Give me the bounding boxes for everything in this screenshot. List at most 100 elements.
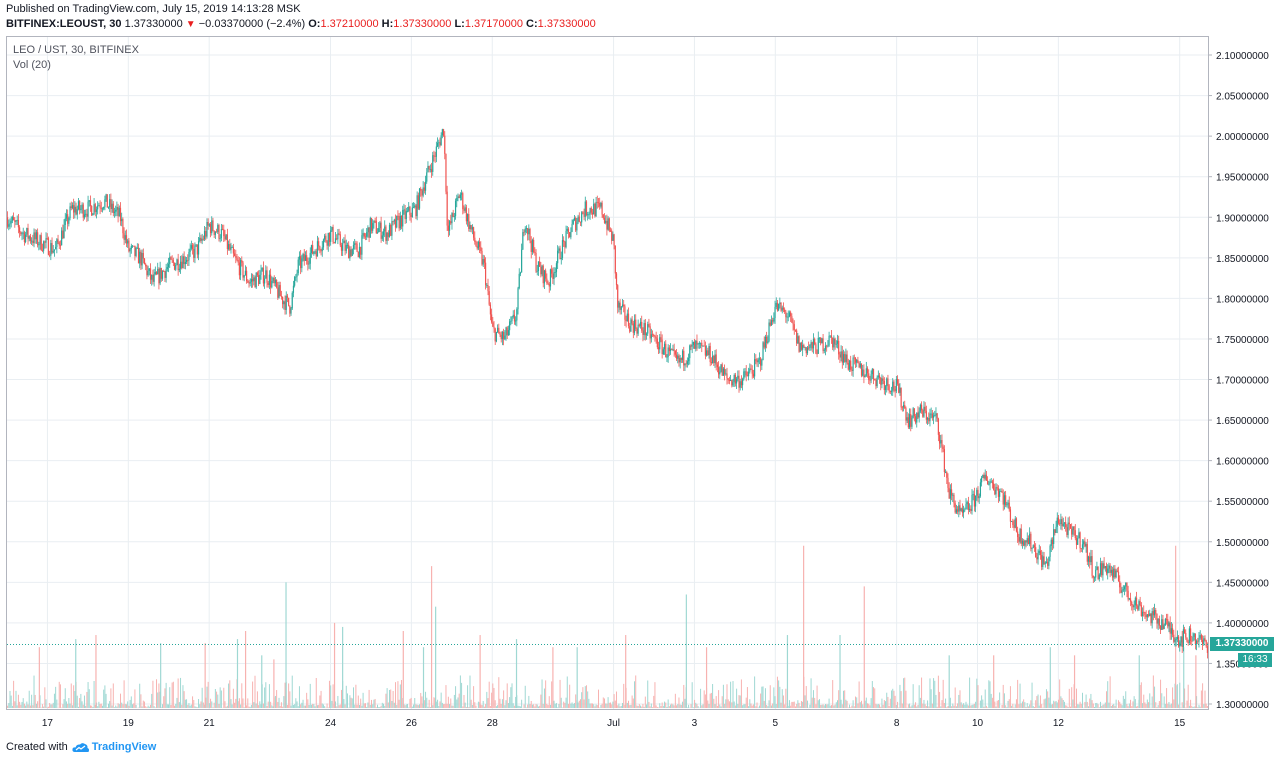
pair-legend[interactable]: LEO / UST, 30, BITFINEX [13, 44, 139, 56]
candle-body [794, 329, 797, 331]
candle-body [392, 221, 394, 223]
candle-body [304, 255, 307, 261]
candle-body [714, 354, 716, 363]
candle-body [75, 206, 77, 215]
candle-body [482, 259, 484, 265]
candle-body [370, 218, 373, 231]
candle-body [166, 267, 168, 270]
candle-body [791, 316, 793, 323]
candle-body [1087, 556, 1090, 562]
candle-body [944, 472, 947, 473]
candle-body [1021, 540, 1024, 544]
candle-body [286, 295, 289, 298]
candle-body [294, 277, 296, 286]
candle-body [1072, 526, 1074, 535]
candle-body [394, 219, 397, 228]
candle-body [578, 216, 580, 222]
candle-body [465, 207, 467, 222]
candle-body [871, 368, 873, 375]
candle-body [233, 253, 236, 257]
candle-body [398, 216, 400, 229]
candle-body [261, 267, 263, 271]
candle-body [999, 491, 1001, 497]
volume-legend[interactable]: Vol (20) [13, 59, 51, 71]
candle-body [146, 266, 148, 276]
candle-body [474, 237, 476, 242]
candle-body [1095, 569, 1097, 578]
candle-body [95, 209, 98, 212]
candle-body [64, 218, 66, 225]
candle-body [451, 213, 453, 224]
candle-body [590, 208, 592, 213]
candle-body [910, 414, 912, 427]
candle-body [962, 509, 965, 513]
candle-body [241, 260, 243, 263]
candle-body [209, 224, 212, 234]
candle-body [659, 337, 661, 350]
candle-body [468, 214, 470, 229]
candle-body [472, 227, 475, 238]
candle-body [480, 246, 482, 251]
candle-body [139, 251, 141, 264]
candle-body [236, 257, 238, 260]
candle-body [452, 213, 454, 217]
tradingview-logo[interactable]: TradingView [72, 741, 156, 753]
candle-body [936, 413, 938, 419]
candle-body [914, 416, 917, 423]
candle-body [326, 241, 328, 246]
candle-body [991, 481, 994, 484]
candle-body [697, 343, 699, 345]
candle-body [847, 362, 849, 370]
candle-body [701, 342, 703, 346]
candle-body [298, 256, 301, 260]
candle-body [252, 279, 254, 282]
candle-body [711, 355, 714, 364]
candle-body [249, 281, 251, 284]
x-tick-label: Jul [607, 718, 620, 729]
candle-body [344, 240, 346, 251]
candle-body [1020, 528, 1022, 544]
candle-body [808, 347, 810, 349]
candle-body [105, 194, 107, 200]
candle-body [745, 371, 747, 376]
candle-body [973, 494, 976, 507]
candle-body [312, 245, 314, 254]
candle-body [127, 240, 129, 244]
candle-body [59, 245, 62, 247]
candle-body [896, 379, 899, 384]
candle-body [319, 246, 321, 251]
candle-body [866, 368, 869, 374]
candle-body [201, 238, 203, 241]
candle-body [264, 278, 266, 284]
chart-frame[interactable] [6, 36, 1209, 710]
candle-body [548, 283, 550, 287]
candle-body [1179, 642, 1181, 647]
candle-body [224, 236, 226, 240]
candle-body [811, 342, 813, 349]
candle-body [155, 272, 158, 275]
candle-body [854, 357, 857, 363]
candle-body [159, 267, 161, 284]
candle-body [1165, 618, 1168, 620]
candle-body [772, 320, 774, 322]
candle-body [600, 202, 602, 207]
candle-body [265, 270, 267, 279]
candle-body [919, 404, 921, 412]
candle-body [599, 203, 601, 207]
candle-body [446, 191, 448, 226]
candle-body [686, 361, 688, 365]
candle-body [864, 375, 866, 378]
candle-body [497, 327, 499, 332]
candle-body [99, 205, 101, 208]
candle-body [678, 355, 680, 363]
candle-body [444, 135, 446, 154]
candle-body [529, 228, 531, 241]
candle-body [278, 285, 280, 298]
candle-body [727, 378, 729, 380]
candle-body [197, 241, 200, 255]
candle-body [44, 241, 46, 243]
candle-body [666, 357, 668, 358]
candle-body [237, 259, 239, 263]
candle-body [463, 209, 465, 211]
